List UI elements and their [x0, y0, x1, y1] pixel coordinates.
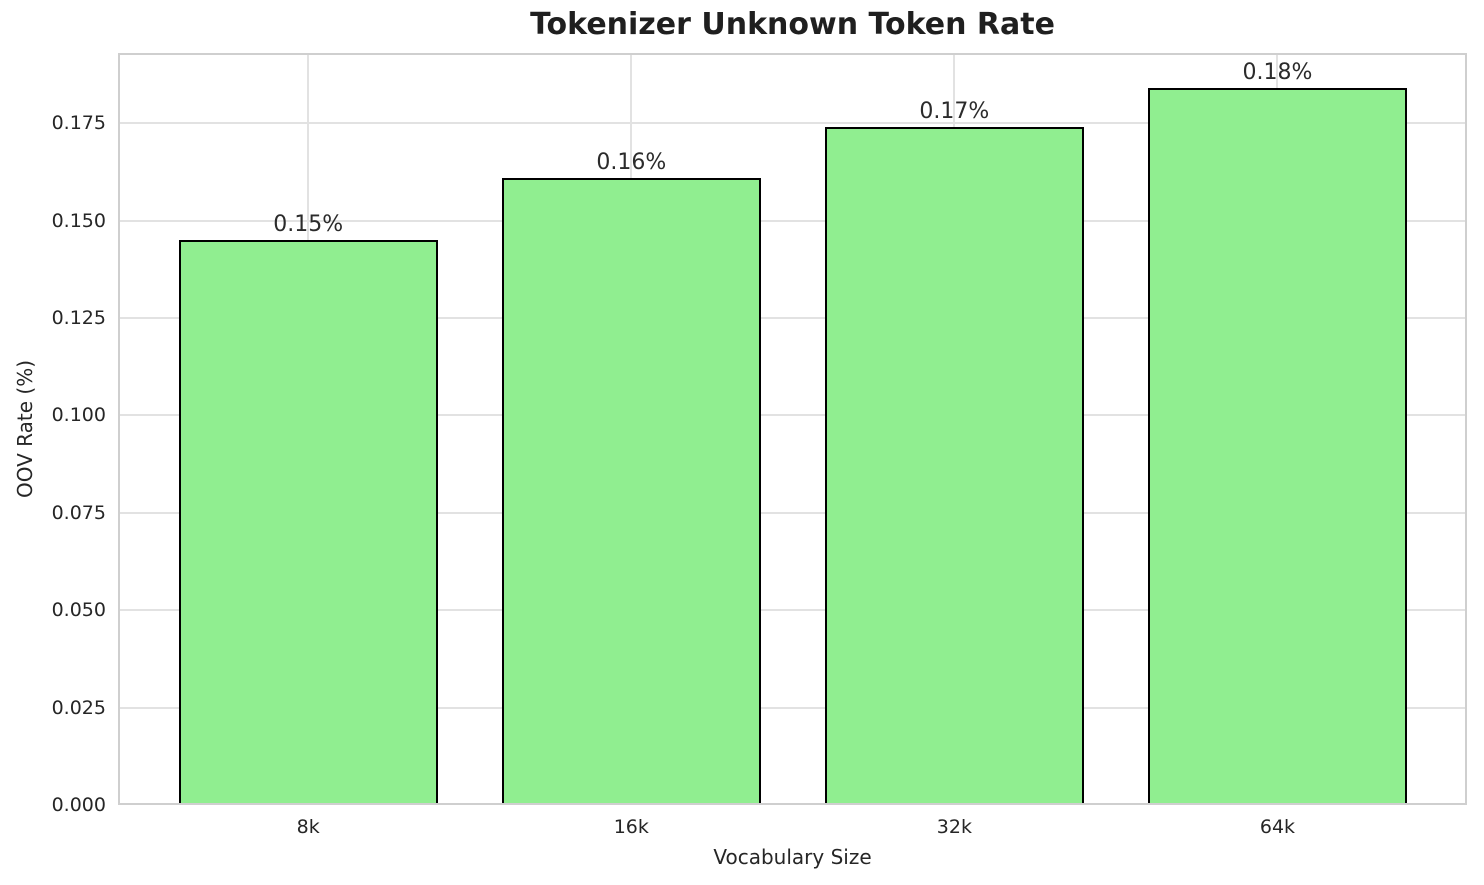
- bar: [501, 177, 761, 805]
- bar-value-label: 0.17%: [919, 99, 990, 125]
- bar-value-label: 0.16%: [596, 149, 667, 175]
- y-axis-label: OOV Rate (%): [13, 360, 37, 498]
- y-gridline: [118, 414, 1467, 417]
- bar: [178, 240, 438, 805]
- x-axis-label: Vocabulary Size: [713, 845, 872, 869]
- bar: [824, 127, 1084, 805]
- plot-area: 0.15% 0.16% 0.17% 0.18%: [118, 53, 1467, 805]
- y-tick-label: 0.100: [51, 404, 106, 427]
- x-tick-label: 64k: [1259, 816, 1296, 838]
- bar-value-label: 0.18%: [1242, 60, 1313, 86]
- y-gridline: [118, 609, 1467, 612]
- y-gridline: [118, 706, 1467, 709]
- bar: [1147, 88, 1407, 805]
- y-tick-label: 0.075: [51, 501, 106, 524]
- y-tick-label: 0.000: [51, 794, 106, 816]
- x-tick-label: 16k: [613, 816, 649, 838]
- y-tick-label: 0.175: [51, 112, 106, 135]
- y-gridline: [118, 122, 1467, 125]
- chart-title: Tokenizer Unknown Token Rate: [530, 7, 1055, 42]
- bar-value-label: 0.15%: [273, 212, 344, 238]
- y-gridline: [118, 316, 1467, 319]
- y-tick-label: 0.125: [51, 306, 106, 329]
- y-tick-label: 0.025: [51, 696, 106, 719]
- x-tick-label: 8k: [296, 816, 320, 838]
- y-gridline: [118, 219, 1467, 222]
- y-tick-label: 0.150: [51, 209, 106, 232]
- y-tick-label: 0.050: [51, 599, 106, 622]
- y-gridline: [118, 511, 1467, 514]
- x-tick-label: 32k: [936, 816, 972, 838]
